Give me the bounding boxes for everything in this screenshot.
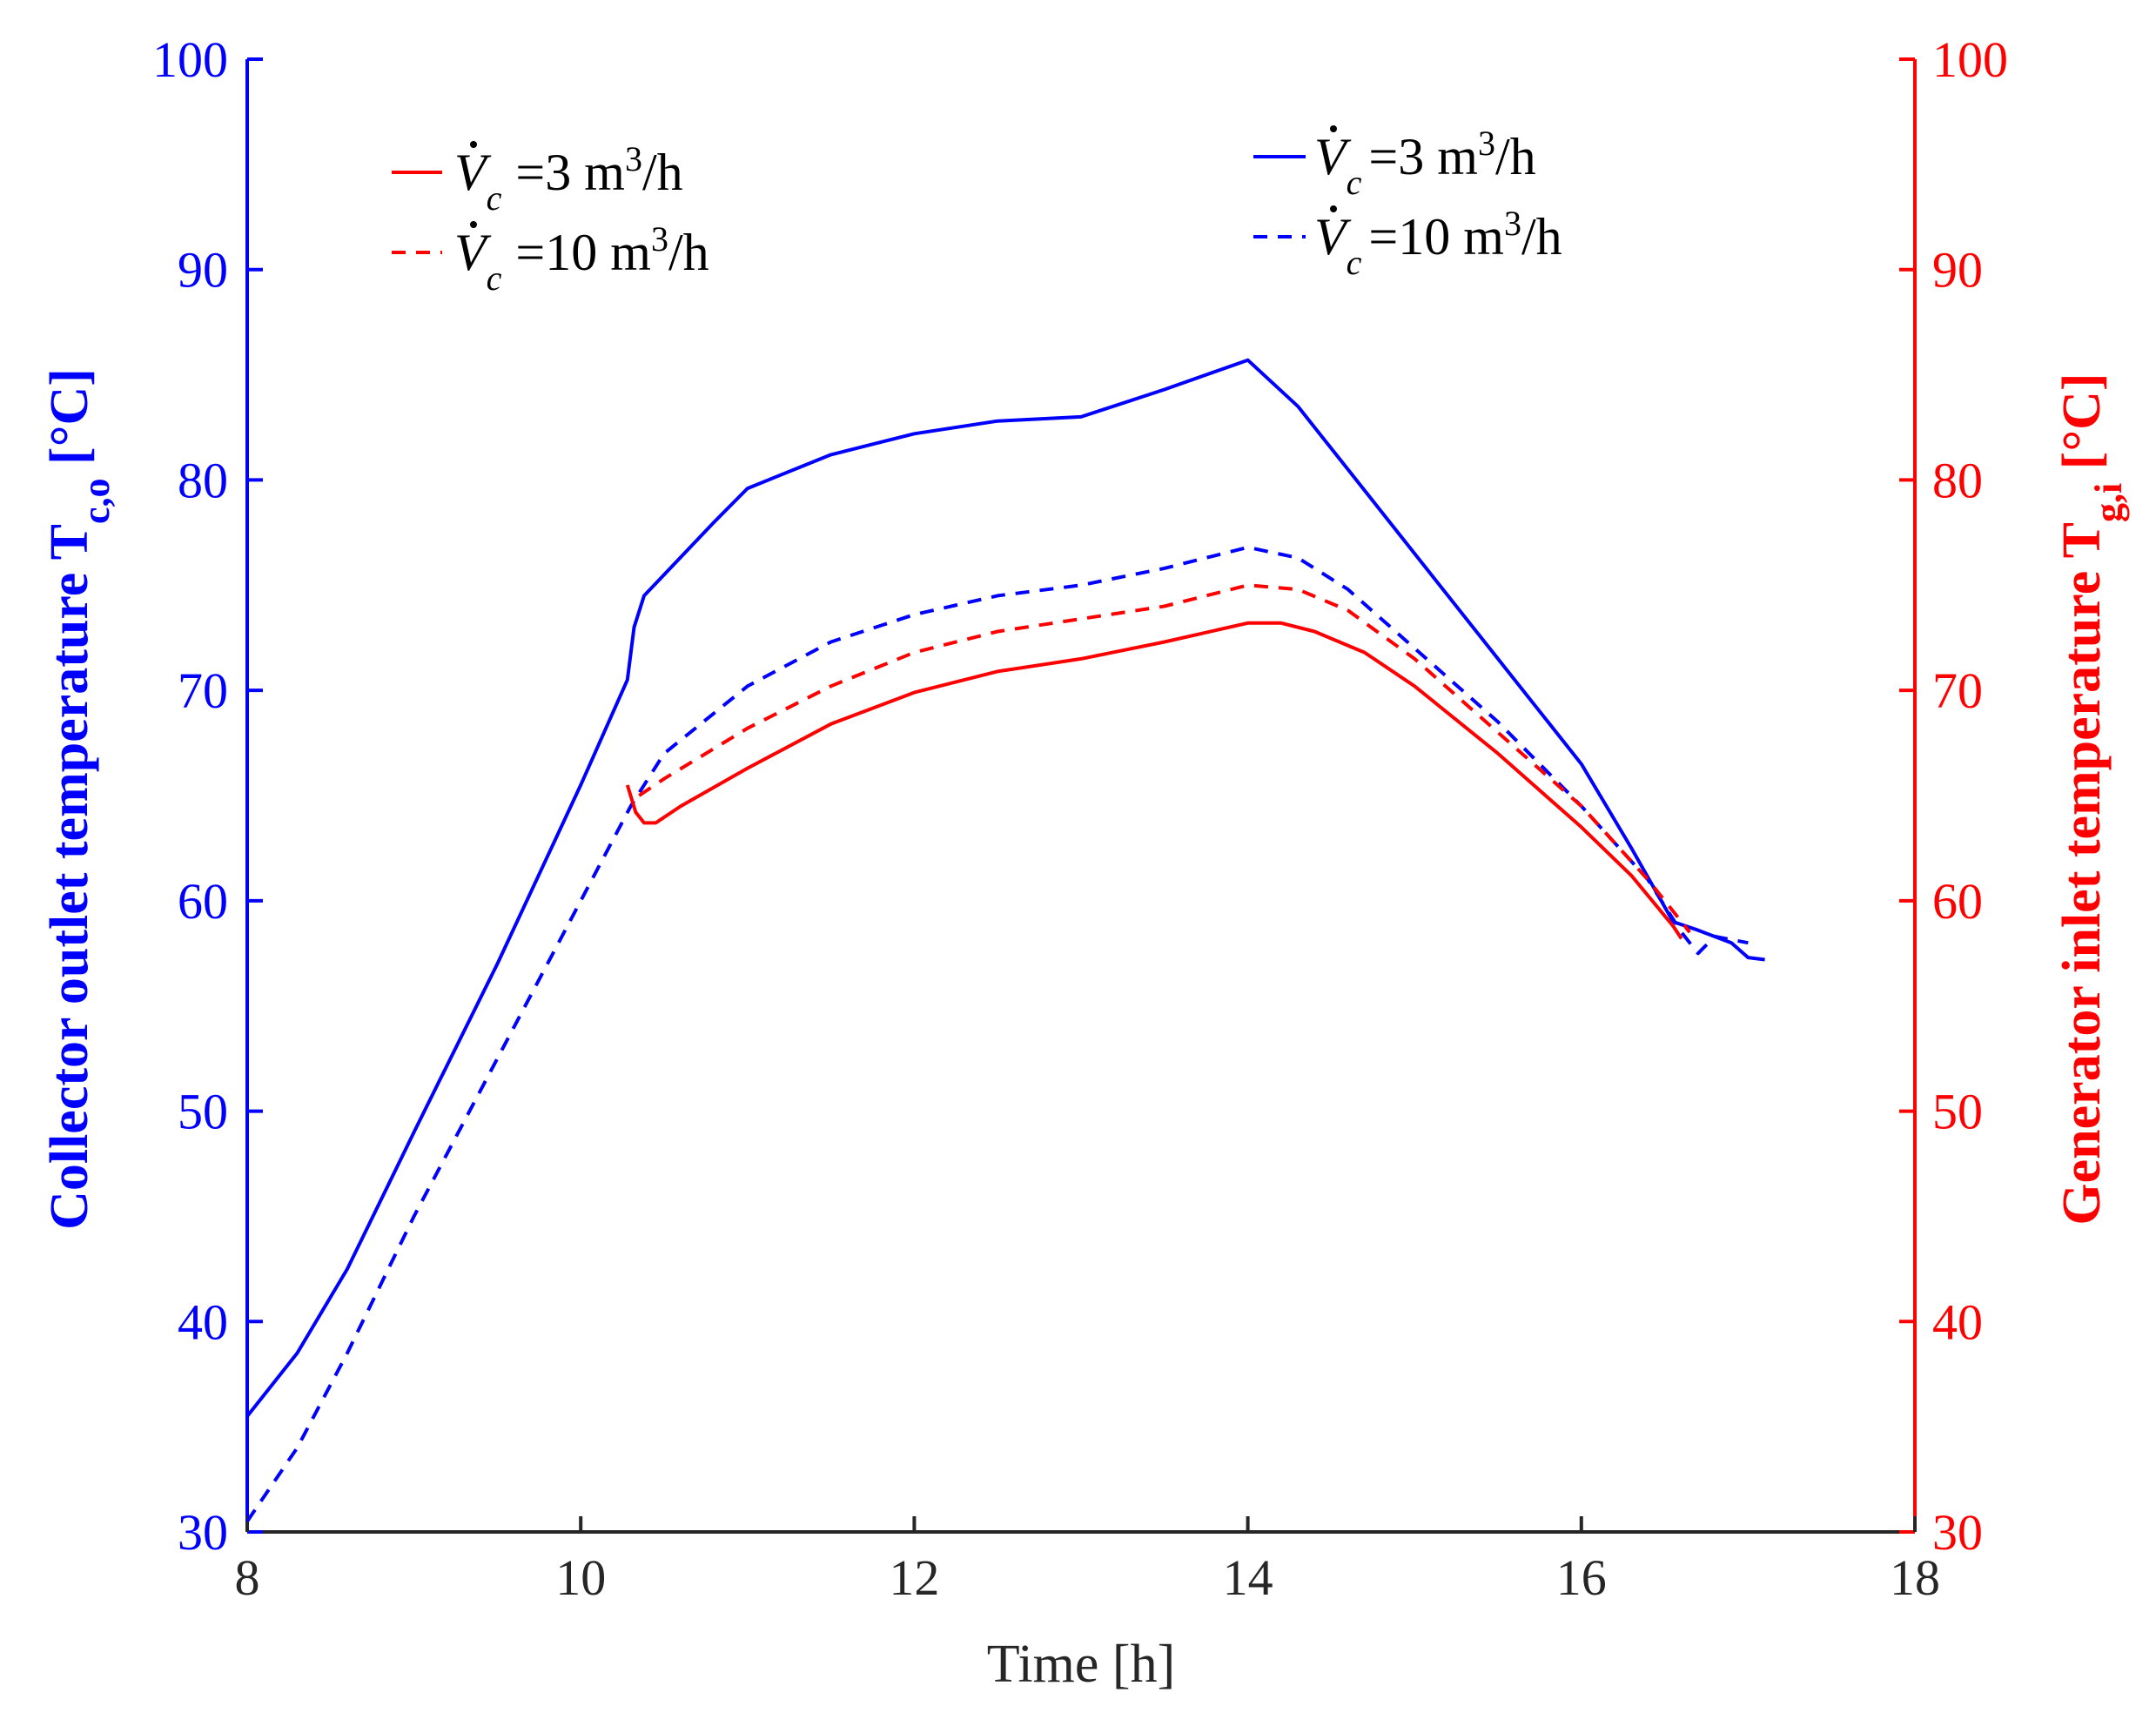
legend-item-blue-solid: Vc =3 m3/h (1253, 124, 1536, 202)
series-generator-3 (625, 621, 1683, 940)
left-y-axis-label: Collector outlet temperature Tc,o [°C] (40, 368, 118, 1230)
left-tick-label-90: 90 (178, 242, 228, 299)
left-tick-label-40: 40 (178, 1293, 228, 1350)
left-y-ticks: 30 40 50 60 70 80 90 100 (152, 31, 263, 1561)
left-tick-label-60: 60 (178, 873, 228, 930)
x-ticks: 8 10 12 14 16 18 (235, 1516, 1940, 1606)
legend-red: Vc =3 m3/h Vc =10 m3/h (392, 139, 709, 298)
series-layer (245, 358, 1765, 1523)
x-tick-label-14: 14 (1223, 1549, 1273, 1606)
right-y-axis-label: Generator inlet temperature Tg,i [°C] (2052, 373, 2130, 1225)
legend-label-red-solid: Vc =3 m3/h (454, 139, 683, 218)
x-tick-label-16: 16 (1556, 1549, 1607, 1606)
right-tick-label-100: 100 (1932, 31, 2008, 88)
legend-item-red-solid: Vc =3 m3/h (392, 139, 683, 218)
legend-label-red-dashed: Vc =10 m3/h (454, 219, 709, 298)
legend-label-blue-solid: Vc =3 m3/h (1314, 124, 1536, 202)
axes (245, 59, 1917, 1534)
left-tick-label-30: 30 (178, 1504, 228, 1561)
left-tick-label-80: 80 (178, 452, 228, 508)
x-tick-label-12: 12 (889, 1549, 939, 1606)
x-tick-label-8: 8 (235, 1549, 260, 1606)
right-tick-label-30: 30 (1932, 1504, 1983, 1561)
left-tick-label-50: 50 (178, 1084, 228, 1140)
series-collector-10 (245, 545, 1749, 1523)
legend-label-blue-dashed: Vc =10 m3/h (1314, 204, 1562, 282)
right-tick-label-70: 70 (1932, 662, 1983, 719)
x-tick-label-10: 10 (555, 1549, 606, 1606)
legend-item-red-dashed: Vc =10 m3/h (392, 219, 709, 298)
right-tick-label-60: 60 (1932, 873, 1983, 930)
right-tick-label-40: 40 (1932, 1293, 1983, 1350)
left-tick-label-70: 70 (178, 662, 228, 719)
right-tick-label-80: 80 (1932, 452, 1983, 508)
right-tick-label-90: 90 (1932, 242, 1983, 299)
x-tick-label-18: 18 (1890, 1549, 1940, 1606)
legend-item-blue-dashed: Vc =10 m3/h (1253, 204, 1562, 282)
series-collector-3 (245, 358, 1765, 1418)
right-y-ticks: 30 40 50 60 70 80 90 100 (1899, 31, 2008, 1561)
x-axis-label: Time [h] (987, 1635, 1175, 1694)
legend-blue: Vc =3 m3/h Vc =10 m3/h (1253, 124, 1562, 282)
right-tick-label-50: 50 (1932, 1084, 1983, 1140)
legend-dot-red-solid (470, 141, 477, 148)
legend-dot-blue-dashed (1330, 205, 1337, 212)
legend-dot-red-dashed (470, 221, 477, 228)
legend-dot-blue-solid (1330, 125, 1337, 132)
left-tick-label-100: 100 (152, 31, 228, 88)
